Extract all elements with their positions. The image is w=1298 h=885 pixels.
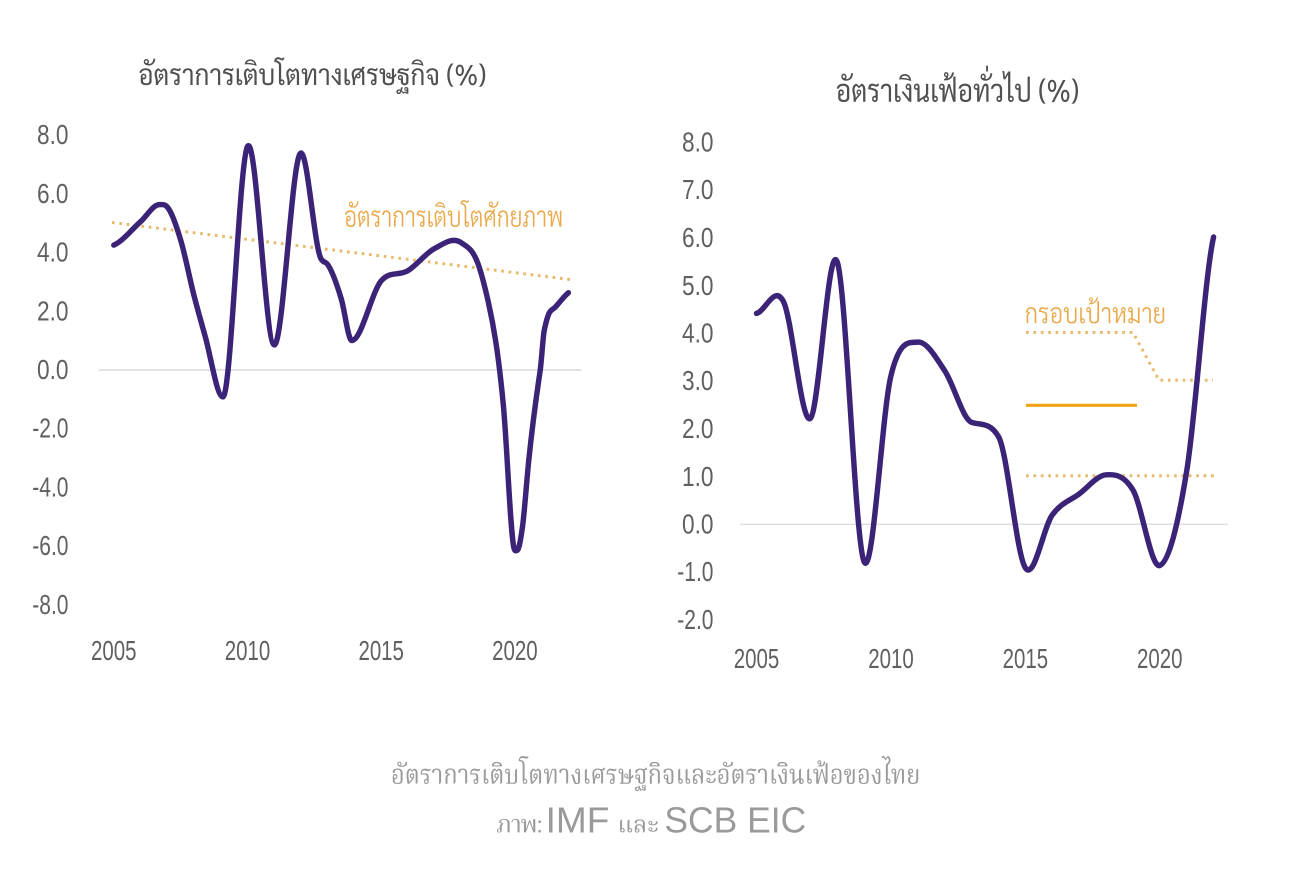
svg-text:2020: 2020 bbox=[492, 635, 538, 666]
svg-text:5.0: 5.0 bbox=[682, 270, 714, 301]
svg-text:1.0: 1.0 bbox=[682, 461, 714, 492]
svg-text:3.0: 3.0 bbox=[682, 365, 714, 396]
svg-text:-6.0: -6.0 bbox=[32, 530, 68, 561]
svg-text:2015: 2015 bbox=[1003, 643, 1049, 674]
svg-text:-2.0: -2.0 bbox=[677, 604, 713, 635]
svg-text:SCB EIC: SCB EIC bbox=[664, 800, 806, 841]
svg-text:6.0: 6.0 bbox=[682, 222, 714, 253]
svg-text:2005: 2005 bbox=[91, 635, 137, 666]
svg-text:2.0: 2.0 bbox=[682, 413, 714, 444]
svg-text:IMF: IMF bbox=[546, 800, 610, 841]
svg-text:2005: 2005 bbox=[734, 643, 780, 674]
svg-text:-8.0: -8.0 bbox=[32, 589, 68, 620]
svg-text:-1.0: -1.0 bbox=[677, 556, 713, 587]
svg-text:2010: 2010 bbox=[868, 643, 914, 674]
svg-text:2.0: 2.0 bbox=[37, 295, 69, 326]
svg-text:0.0: 0.0 bbox=[682, 509, 714, 540]
svg-text:2020: 2020 bbox=[1137, 643, 1183, 674]
svg-text:-4.0: -4.0 bbox=[32, 471, 68, 502]
svg-text:2010: 2010 bbox=[225, 635, 271, 666]
svg-text:2015: 2015 bbox=[358, 635, 404, 666]
svg-text:4.0: 4.0 bbox=[682, 318, 714, 349]
svg-text:7.0: 7.0 bbox=[682, 174, 714, 205]
svg-text:0.0: 0.0 bbox=[37, 354, 69, 385]
svg-text:8.0: 8.0 bbox=[37, 119, 69, 150]
svg-text:4.0: 4.0 bbox=[37, 237, 69, 268]
svg-text:-2.0: -2.0 bbox=[32, 413, 68, 444]
svg-text:8.0: 8.0 bbox=[682, 127, 714, 158]
svg-text:6.0: 6.0 bbox=[37, 178, 69, 209]
